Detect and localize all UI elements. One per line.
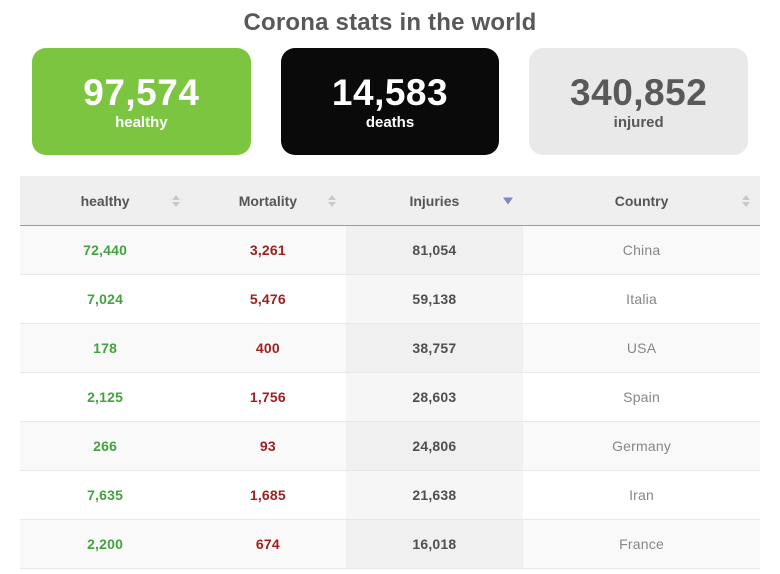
healthy-count: 97,574 — [83, 71, 200, 113]
sort-asc-arrow-icon — [172, 194, 181, 200]
sort-icon[interactable] — [172, 194, 181, 207]
cell-mortality: 1,756 — [249, 389, 286, 405]
cell-healthy: 7,635 — [87, 487, 124, 503]
stat-cards: 97,574 healthy 14,583 deaths 340,852 inj… — [0, 48, 780, 155]
sort-desc-arrow-icon — [503, 197, 514, 204]
cell-country: Germany — [612, 438, 672, 454]
cell-country: China — [622, 242, 661, 258]
cell-country: Italia — [626, 291, 657, 307]
cell-mortality: 674 — [255, 536, 280, 552]
injured-count: 340,852 — [570, 71, 708, 113]
cell-mortality: 1,685 — [249, 487, 286, 503]
cell-country: Spain — [623, 389, 660, 405]
deaths-card: 14,583 deaths — [280, 48, 500, 155]
cell-mortality: 3,261 — [249, 242, 286, 258]
healthy-card-label: healthy — [115, 113, 168, 131]
column-header-healthy[interactable]: healthy — [20, 176, 190, 225]
sort-icon[interactable] — [327, 194, 336, 207]
cell-country: Iran — [629, 487, 655, 503]
cell-healthy: 72,440 — [83, 242, 128, 258]
table-row: 2,125 1,756 28,603 Spain — [20, 373, 760, 422]
sort-asc-arrow-icon — [741, 194, 750, 200]
table-row: 7,635 1,685 21,638 Iran — [20, 471, 760, 520]
table-body: 72,440 3,261 81,054 China 7,024 5,476 59… — [20, 226, 760, 569]
table-row: 266 93 24,806 Germany — [20, 422, 760, 471]
column-header-mortality[interactable]: Mortality — [190, 176, 345, 225]
column-header-injuries[interactable]: Injuries — [346, 176, 524, 225]
sort-icon[interactable] — [741, 194, 750, 207]
column-header-country-label: Country — [614, 192, 669, 209]
page-title: Corona stats in the world — [243, 9, 537, 36]
sort-desc-arrow-icon — [741, 201, 750, 207]
cell-mortality: 93 — [259, 438, 276, 454]
cell-mortality: 400 — [255, 340, 280, 356]
sort-desc-arrow-icon — [172, 201, 181, 207]
cell-country: France — [619, 536, 664, 552]
cell-country: USA — [626, 340, 657, 356]
table-row: 7,024 5,476 59,138 Italia — [20, 275, 760, 324]
column-header-healthy-label: healthy — [80, 192, 130, 209]
table-header-row: healthy Mortality Injuries — [20, 176, 760, 226]
table-row: 72,440 3,261 81,054 China — [20, 226, 760, 275]
column-header-injuries-label: Injuries — [409, 192, 460, 209]
cell-healthy: 7,024 — [87, 291, 124, 307]
cell-injuries: 24,806 — [346, 422, 524, 470]
cell-injuries: 38,757 — [346, 324, 524, 372]
cell-mortality: 5,476 — [249, 291, 286, 307]
sort-active-desc-icon[interactable] — [503, 197, 514, 204]
cell-injuries: 16,018 — [346, 520, 524, 568]
table-row: 2,200 674 16,018 France — [20, 520, 760, 569]
cell-injuries: 59,138 — [346, 275, 524, 323]
column-header-country[interactable]: Country — [523, 176, 760, 225]
cell-healthy: 266 — [93, 438, 118, 454]
deaths-count: 14,583 — [331, 71, 449, 113]
cell-healthy: 178 — [93, 340, 118, 356]
cell-healthy: 2,200 — [87, 536, 124, 552]
column-header-mortality-label: Mortality — [238, 192, 298, 209]
healthy-card: 97,574 healthy — [32, 48, 251, 155]
sort-desc-arrow-icon — [327, 201, 336, 207]
cell-injuries: 81,054 — [346, 226, 524, 274]
cell-healthy: 2,125 — [87, 389, 124, 405]
injured-card: 340,852 injured — [529, 48, 749, 155]
deaths-card-label: deaths — [365, 113, 415, 131]
sort-asc-arrow-icon — [327, 194, 336, 200]
injured-card-label: injured — [613, 113, 664, 131]
country-stats-table: healthy Mortality Injuries — [20, 176, 760, 569]
cell-injuries: 28,603 — [346, 373, 524, 421]
cell-injuries: 21,638 — [346, 471, 524, 519]
table-row: 178 400 38,757 USA — [20, 324, 760, 373]
